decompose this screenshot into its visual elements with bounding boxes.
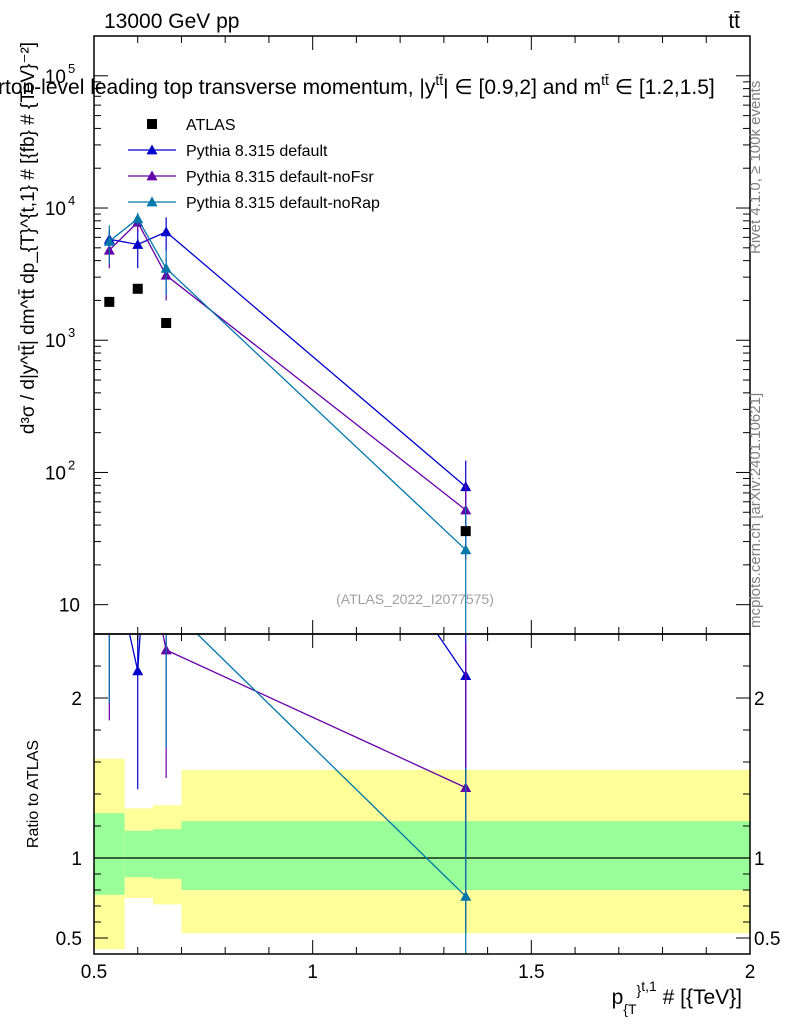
header-right: tt̄ [728,10,740,33]
y-tick-exponent-100: 2 [68,457,75,472]
atlas-point-3 [460,526,471,537]
line-series-2 [108,217,467,551]
title-part-1: rton-level leading top transverse moment… [0,76,436,99]
y-tick-label-10000: 10 [45,199,66,220]
line-series-1 [108,221,467,511]
atlas-point-2 [161,318,172,329]
marker-series-0-2 [160,226,172,237]
x-axis-label-sup2: t,1 [641,978,657,994]
header-left: 13000 GeV pp [104,10,239,33]
ratio-tick-label-left-2: 2 [71,689,82,710]
title-tt-1: tt̄ [435,72,443,88]
marker-series-0-1 [132,238,144,249]
ratio-marker-series-2-0 [104,553,115,563]
legend: ATLAS Pythia 8.315 default Pythia 8.315 de… [128,117,380,212]
ratio-line-series-0 [128,634,467,676]
legend-marker-series-0 [146,144,158,155]
ratio-tick-label-left-0.5: 0.5 [56,929,82,950]
x-tick-label-0.5: 0.5 [81,962,107,983]
ratio-tick-label-right-0.5: 0.5 [754,929,780,950]
ratio-tick-label-right-2: 2 [754,689,765,710]
title-part-2: | ∈ [0.9,2] and m [443,76,601,99]
rivet-version-label: Rivet 4.1.0, ≥ 100k events [747,81,764,254]
x-axis-label-p: p [612,986,624,1009]
ratio-marker-series-2-2 [161,598,172,608]
legend-label-series-2: Pythia 8.315 default-noRap [186,195,380,212]
legend-label-series-1: Pythia 8.315 default-noFsr [186,169,374,186]
ratio-marker-series-0-0 [104,537,115,547]
chart-title: rton-level leading top transverse moment… [0,72,715,99]
legend-marker-series-1 [146,170,158,181]
y-tick-label-1000: 10 [45,331,66,352]
title-part-3: ∈ [1.2,1.5] [609,76,715,99]
ratio-marker-series-1-0 [104,619,115,629]
y-axis-label: d³σ / d|y^tt̄| dm^tt̄ dp_{T}^{t,1} # [{f… [18,42,39,434]
y-tick-label-100000: 10 [45,67,66,88]
y-tick-exponent-1000: 3 [68,325,75,340]
x-axis-label-sub: {T [623,1001,637,1017]
marker-series-2-3 [460,544,472,555]
marker-series-2-2 [160,262,172,273]
ratio-marker-series-2-3 [460,890,472,901]
marker-series-2-1 [132,213,144,224]
x-tick-label-1: 1 [307,962,318,983]
ratio-marker-series-1-1 [132,504,143,514]
marker-series-2-0 [103,235,115,246]
x-axis-label-sup: } [637,982,642,998]
y-tick-label-10: 10 [59,596,80,617]
legend-marker-series-2 [146,196,158,207]
title-tt-2: tt̄ [601,72,609,88]
atlas-point-1 [132,283,143,294]
y-tick-exponent-100000: 5 [68,61,75,76]
stat-uncertainty-band-0 [94,813,125,895]
ratio-tick-label-right-1: 1 [754,849,765,870]
x-tick-label-2: 2 [745,962,756,983]
atlas-point-0 [104,296,115,307]
watermark: (ATLAS_2022_I2077575) [336,591,494,607]
stat-uncertainty-band-1 [124,830,154,878]
x-tick-label-1.5: 1.5 [518,962,544,983]
y-tick-label-100: 10 [45,463,66,484]
legend-label-series-0: Pythia 8.315 default [186,143,328,160]
line-series-0 [109,231,467,488]
stat-uncertainty-band-2 [153,829,182,879]
ratio-line-series-1 [162,634,467,789]
ratio-y-axis-label: Ratio to ATLAS [25,740,42,848]
x-axis-label: p{T}t,1 # [{TeV}] [612,978,742,1017]
ratio-line-series-2 [196,634,467,897]
mcplots-label: mcplots.cern.ch [arXiv:2401.10621] [747,393,764,628]
x-axis-label-tail: # [{TeV}] [657,986,742,1009]
ratio-marker-series-2-1 [132,470,143,480]
ratio-marker-series-0-1 [132,665,144,676]
legend-atlas-label: ATLAS [186,117,236,134]
y-tick-exponent-10000: 4 [68,193,75,208]
legend-atlas-marker [147,119,157,129]
ratio-tick-label-left-1: 1 [71,849,82,870]
